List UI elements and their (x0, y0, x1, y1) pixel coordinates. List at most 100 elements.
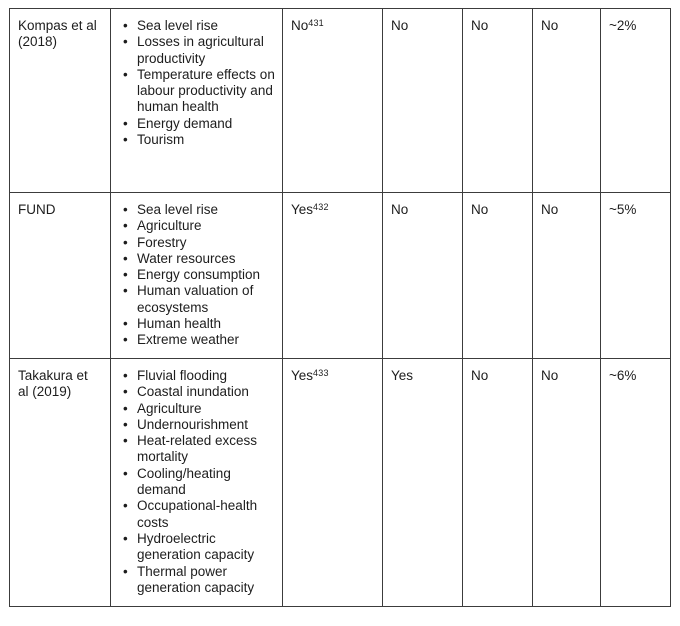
footnote-ref: 433 (313, 367, 329, 378)
value-text: No (471, 18, 489, 33)
list-item: • Undernourishment (119, 417, 276, 433)
impact-label: Agriculture (137, 218, 202, 234)
bullet-icon: • (123, 316, 128, 332)
value-text: No (541, 202, 559, 217)
study-name: Kompas et al (2018) (18, 18, 97, 50)
bullet-icon: • (123, 400, 128, 416)
bullet-icon: • (123, 115, 128, 131)
value-text: No (391, 18, 409, 33)
list-item: • Water resources (119, 251, 276, 267)
impact-label: Extreme weather (137, 332, 240, 348)
value-text: No (291, 18, 309, 33)
impact-label: Human health (137, 316, 222, 332)
value-text: Yes (391, 368, 414, 383)
bullet-icon: • (123, 283, 128, 299)
impact-list: • Sea level rise • Losses in agricultural … (119, 18, 276, 148)
value-text: ~6% (609, 368, 637, 383)
impact-label: Tourism (137, 132, 185, 148)
list-item: • Hydroelectric generation capacity (119, 531, 276, 564)
list-item: • Sea level rise (119, 202, 276, 218)
value-text: ~5% (609, 202, 637, 217)
impact-label: Coastal inundation (137, 384, 249, 400)
value-text: ~2% (609, 18, 637, 33)
value-cell: No431 (282, 8, 383, 193)
value-text: No (471, 202, 489, 217)
list-item: • Temperature effects on labour productiv… (119, 67, 276, 116)
impact-label: Thermal power generation capacity (137, 563, 255, 595)
impacts-cell: • Sea level rise • Agriculture • Forestry •… (110, 192, 283, 359)
impact-label: Occupational-health costs (137, 498, 258, 530)
study-name: Takakura et al (2019) (18, 368, 88, 400)
study-cell: Takakura et al (2019) (9, 358, 111, 607)
bullet-icon: • (123, 530, 128, 546)
value-cell: Yes432 (282, 192, 383, 359)
bullet-icon: • (123, 384, 128, 400)
list-item: • Occupational-health costs (119, 498, 276, 531)
impact-label: Human valuation of ecosystems (137, 283, 254, 315)
list-item: • Thermal power generation capacity (119, 564, 276, 597)
bullet-icon: • (123, 18, 128, 33)
list-item: • Agriculture (119, 218, 276, 234)
value-cell: ~2% (600, 8, 671, 193)
impacts-cell: • Fluvial flooding • Coastal inundation • A… (110, 358, 283, 607)
impact-label: Temperature effects on labour productivi… (137, 66, 275, 115)
value-cell: ~6% (600, 358, 671, 607)
bullet-icon: • (123, 66, 128, 82)
value-cell: Yes433 (282, 358, 383, 607)
impact-label: Sea level rise (137, 18, 219, 33)
value-cell: No (532, 358, 601, 607)
list-item: • Tourism (119, 132, 276, 148)
value-cell: No (462, 192, 533, 359)
bullet-icon: • (123, 332, 128, 348)
list-item: • Losses in agricultural productivity (119, 34, 276, 67)
impact-label: Agriculture (137, 400, 202, 416)
footnote-ref: 431 (308, 17, 324, 28)
value-cell: No (532, 192, 601, 359)
list-item: • Cooling/heating demand (119, 466, 276, 499)
bullet-icon: • (123, 202, 128, 217)
value-text: Yes (291, 202, 314, 217)
bullet-icon: • (123, 498, 128, 514)
impact-label: Undernourishment (137, 416, 249, 432)
value-text: No (471, 368, 489, 383)
impact-label: Losses in agricultural productivity (137, 34, 264, 66)
study-cell: Kompas et al (2018) (9, 8, 111, 193)
impact-label: Energy demand (137, 115, 233, 131)
bullet-icon: • (123, 234, 128, 250)
bullet-icon: • (123, 132, 128, 148)
list-item: • Fluvial flooding (119, 368, 276, 384)
bullet-icon: • (123, 218, 128, 234)
impact-label: Fluvial flooding (137, 368, 228, 383)
bullet-icon: • (123, 416, 128, 432)
value-text: No (541, 18, 559, 33)
impact-list: • Sea level rise • Agriculture • Forestry •… (119, 202, 276, 349)
bullet-icon: • (123, 433, 128, 449)
impact-list: • Fluvial flooding • Coastal inundation • A… (119, 368, 276, 596)
value-cell: No (382, 8, 463, 193)
bullet-icon: • (123, 267, 128, 283)
study-name: FUND (18, 202, 56, 217)
value-cell: No (382, 192, 463, 359)
value-cell: No (462, 8, 533, 193)
impacts-cell: • Sea level rise • Losses in agricultural … (110, 8, 283, 193)
bullet-icon: • (123, 34, 128, 50)
footnote-ref: 432 (313, 201, 329, 212)
value-cell: No (462, 358, 533, 607)
value-cell: Yes (382, 358, 463, 607)
impact-label: Heat-related excess mortality (137, 433, 258, 465)
bullet-icon: • (123, 250, 128, 266)
list-item: • Extreme weather (119, 332, 276, 348)
impact-label: Cooling/heating demand (137, 465, 231, 498)
impact-label: Hydroelectric generation capacity (137, 530, 255, 563)
list-item: • Forestry (119, 235, 276, 251)
value-text: No (391, 202, 409, 217)
table-row: Kompas et al (2018) • Sea level rise • Los… (9, 8, 671, 193)
list-item: • Agriculture (119, 401, 276, 417)
list-item: • Heat-related excess mortality (119, 433, 276, 466)
bullet-icon: • (123, 465, 128, 481)
bullet-icon: • (123, 563, 128, 579)
impact-label: Energy consumption (137, 267, 261, 283)
impact-label: Forestry (137, 234, 187, 250)
bullet-icon: • (123, 368, 128, 383)
value-text: Yes (291, 368, 314, 383)
